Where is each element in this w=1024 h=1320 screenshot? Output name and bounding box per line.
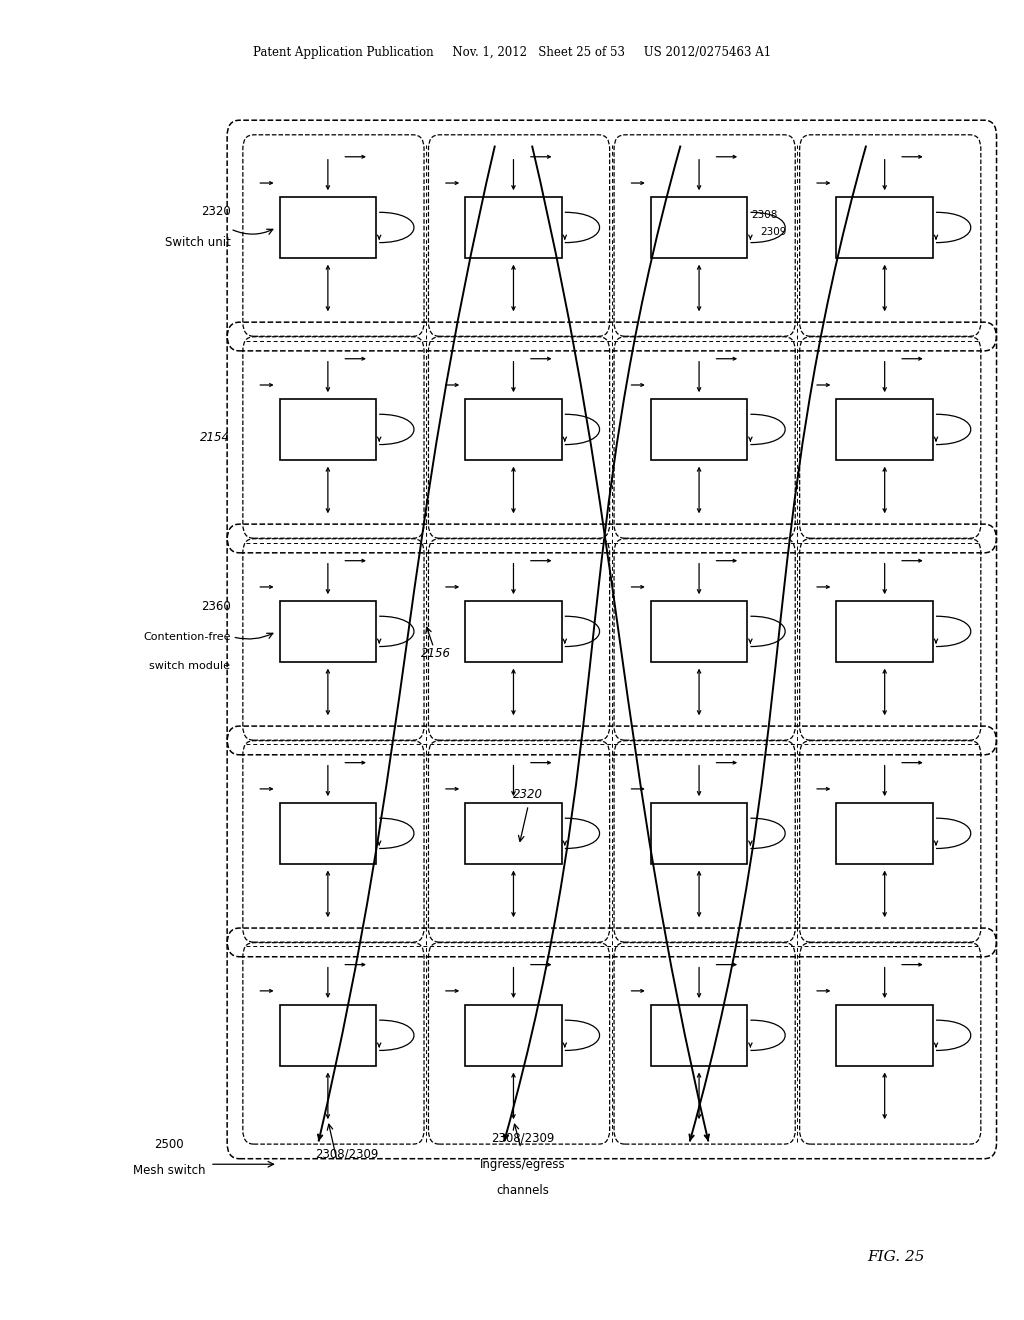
Text: 2500: 2500 [155,1138,183,1151]
Text: 2154: 2154 [201,432,230,444]
Bar [280,197,376,257]
Bar [465,601,562,661]
Text: 2308: 2308 [751,210,777,220]
Bar [651,803,748,863]
Bar [465,399,562,459]
Text: 2156: 2156 [421,647,451,660]
Text: Ingress/egress: Ingress/egress [480,1158,565,1171]
Text: switch module: switch module [150,661,230,671]
Text: 2308/2309: 2308/2309 [314,1147,378,1160]
Bar [651,1005,748,1065]
Text: channels: channels [497,1184,549,1197]
Bar [465,1005,562,1065]
Bar [280,601,376,661]
Bar [651,601,748,661]
Bar [280,803,376,863]
Bar [837,399,933,459]
Bar [837,1005,933,1065]
Text: FIG. 25: FIG. 25 [867,1250,925,1263]
Text: 2309: 2309 [760,227,786,236]
Bar [280,399,376,459]
Text: Mesh switch: Mesh switch [133,1164,205,1177]
Bar [280,1005,376,1065]
Text: Contention-free: Contention-free [143,632,230,642]
Bar [837,803,933,863]
Text: Switch unit: Switch unit [165,236,230,248]
Bar [651,197,748,257]
Text: 2308/2309: 2308/2309 [492,1131,554,1144]
Bar [465,803,562,863]
Bar [837,601,933,661]
Text: 2320: 2320 [513,788,544,801]
Text: 2360: 2360 [201,601,230,612]
Text: Patent Application Publication     Nov. 1, 2012   Sheet 25 of 53     US 2012/027: Patent Application Publication Nov. 1, 2… [253,46,771,59]
Bar [465,197,562,257]
Bar [651,399,748,459]
Text: 2320: 2320 [201,206,230,218]
Bar [837,197,933,257]
